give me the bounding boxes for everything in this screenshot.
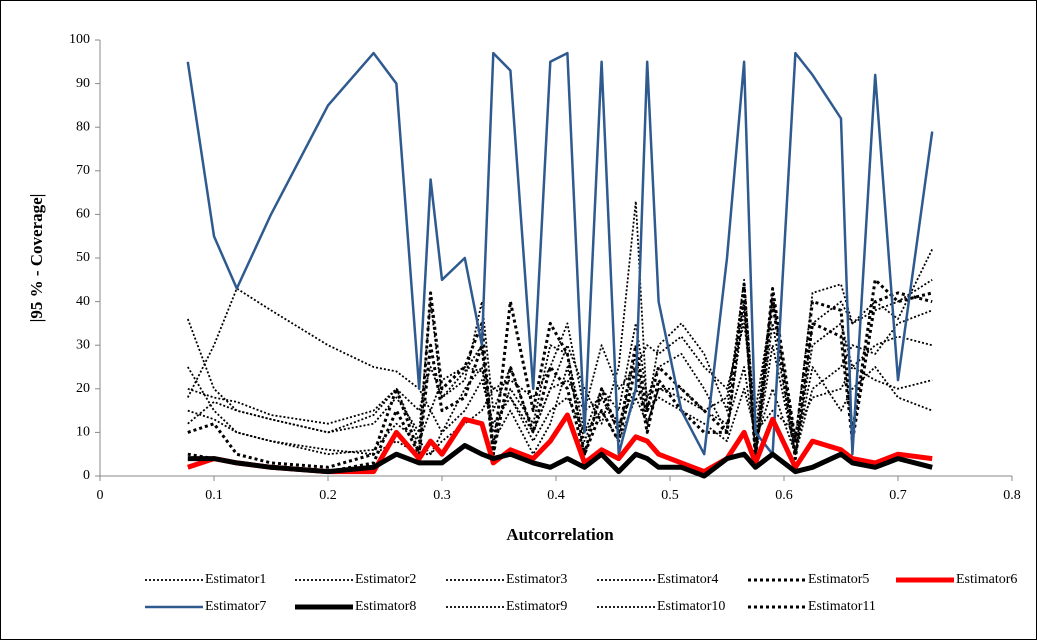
legend-label: Estimator5 <box>808 572 869 587</box>
x-tick-label: 0.7 <box>889 488 907 503</box>
x-tick-label: 0.1 <box>205 488 223 503</box>
y-tick-label: 60 <box>76 207 90 222</box>
y-axis-title: |95 % - Coverage| <box>27 194 46 323</box>
y-tick-label: 90 <box>76 76 90 91</box>
x-tick-label: 0.8 <box>1003 488 1021 503</box>
y-tick-label: 100 <box>69 32 90 47</box>
series-line <box>187 366 933 456</box>
y-tick-label: 50 <box>76 250 90 265</box>
x-axis-title: Autcorrelation <box>506 525 614 544</box>
series-line <box>187 443 933 479</box>
x-tick-label: 0.6 <box>775 488 793 503</box>
x-tick-label: 0.4 <box>547 488 565 503</box>
legend-label: Estimator9 <box>506 599 567 614</box>
series-line <box>186 51 934 456</box>
x-tick-label: 0.2 <box>319 488 337 503</box>
y-tick-label: 0 <box>83 468 90 483</box>
y-tick-label: 20 <box>76 381 90 396</box>
legend-label: Estimator3 <box>506 572 567 587</box>
series-line <box>187 291 933 474</box>
series-line <box>186 200 933 456</box>
legend-label: Estimator7 <box>205 599 266 614</box>
y-tick-label: 40 <box>76 294 90 309</box>
y-tick-label: 80 <box>76 119 90 134</box>
legend-label: Estimator8 <box>355 599 416 614</box>
y-tick-label: 70 <box>76 163 90 178</box>
legend-label: Estimator6 <box>956 572 1017 587</box>
series-line <box>187 412 933 475</box>
legend-label: Estimator10 <box>657 599 725 614</box>
x-tick-label: 0 <box>97 488 104 503</box>
y-tick-label: 10 <box>76 425 90 440</box>
legend-label: Estimator1 <box>205 572 266 587</box>
y-tick-label: 30 <box>76 337 90 352</box>
legend-label: Estimator11 <box>808 599 876 614</box>
legend-label: Estimator4 <box>657 572 718 587</box>
legend-label: Estimator2 <box>355 572 416 587</box>
x-tick-label: 0.5 <box>661 488 679 503</box>
x-tick-label: 0.3 <box>433 488 451 503</box>
